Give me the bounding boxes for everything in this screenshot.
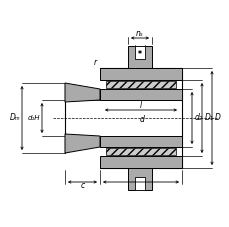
Bar <box>134 177 144 190</box>
Text: D: D <box>214 114 220 123</box>
Polygon shape <box>106 148 175 155</box>
Text: D₁: D₁ <box>204 114 213 123</box>
Text: nₛ: nₛ <box>136 30 143 39</box>
Text: d₁H: d₁H <box>27 115 40 121</box>
Text: B: B <box>138 182 143 190</box>
Text: d: d <box>139 116 144 124</box>
Polygon shape <box>65 83 100 102</box>
Text: dₛ: dₛ <box>136 52 143 62</box>
Bar <box>134 46 144 59</box>
Text: l: l <box>139 101 142 111</box>
Bar <box>128 46 151 68</box>
Text: c: c <box>80 182 84 190</box>
Polygon shape <box>100 156 181 168</box>
Bar <box>128 168 151 190</box>
Polygon shape <box>106 81 175 88</box>
Polygon shape <box>65 134 100 153</box>
Polygon shape <box>100 89 181 100</box>
Polygon shape <box>100 68 181 80</box>
Text: d₂: d₂ <box>194 114 202 123</box>
Polygon shape <box>100 136 181 147</box>
Text: Dₘ: Dₘ <box>9 114 20 123</box>
Text: r: r <box>93 58 97 67</box>
